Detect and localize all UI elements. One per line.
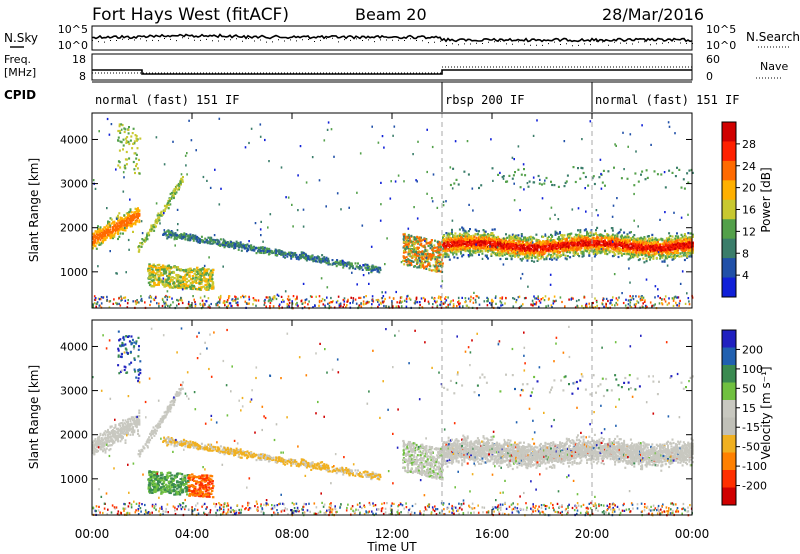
velocity-yticks: 1000 2000 3000 4000 bbox=[60, 340, 692, 486]
x-axis-ticks: 00:00 04:00 08:00 12:00 16:00 20:00 00:00 bbox=[75, 113, 710, 541]
noise-sky-line bbox=[91, 33, 693, 43]
colorbar-segment bbox=[722, 382, 736, 401]
colorbar-tick-label: -50 bbox=[742, 441, 760, 454]
noise-frame bbox=[91, 25, 693, 51]
colorbar-tick-label: 4 bbox=[742, 269, 749, 282]
xtick-label: 04:00 bbox=[175, 527, 210, 541]
cpid-mode-label: rbsp 200 IF bbox=[445, 93, 524, 107]
freq-left-tick-top: 18 bbox=[72, 53, 86, 66]
colorbar-segment bbox=[722, 180, 736, 201]
velocity-data bbox=[92, 320, 694, 517]
ytick-label: 4000 bbox=[60, 133, 88, 146]
cpid-label: CPID bbox=[4, 88, 36, 102]
colorbar-segment bbox=[722, 487, 736, 506]
colorbar-segment bbox=[722, 452, 736, 471]
power-panel: 1000 2000 3000 4000 Slant Range [km] 4 8 12 16… bbox=[27, 112, 773, 310]
colorbar-tick-label: 20 bbox=[742, 182, 756, 195]
freq-left-tick-bottom: 8 bbox=[79, 70, 86, 83]
colorbar-segment bbox=[722, 400, 736, 418]
freq-line bbox=[92, 69, 692, 75]
velocity-colorbar: 200 100 50 15 -15 -50 -100 -200 bbox=[721, 329, 767, 506]
colorbar-tick-label: 24 bbox=[742, 160, 756, 173]
freq-panel: Freq. [MHz] 18 8 60 0 Nave bbox=[4, 53, 788, 83]
colorbar-segment bbox=[722, 330, 736, 348]
freq-right-tick-top: 60 bbox=[706, 53, 720, 66]
xtick-label: 16:00 bbox=[475, 527, 510, 541]
colorbar-tick-label: 100 bbox=[742, 363, 763, 376]
beam-label: Beam 20 bbox=[355, 5, 427, 24]
colorbar-tick-label: 28 bbox=[742, 138, 756, 151]
xtick-label: 00:00 bbox=[675, 527, 710, 541]
colorbar-tick-label: 15 bbox=[742, 402, 756, 415]
colorbar-segment bbox=[722, 238, 736, 259]
freq-right-tick-bottom: 0 bbox=[706, 70, 713, 83]
colorbar-segment bbox=[722, 160, 736, 181]
ytick-label: 2000 bbox=[60, 429, 88, 442]
noise-right-label: N.Search bbox=[746, 30, 800, 44]
power-data bbox=[92, 113, 694, 310]
ytick-label: 4000 bbox=[60, 340, 88, 353]
colorbar-tick-label: -15 bbox=[742, 421, 760, 434]
x-axis-label: Time UT bbox=[366, 540, 417, 554]
noise-left-tick-top: 10^5 bbox=[58, 23, 88, 36]
power-ylabel: Slant Range [km] bbox=[27, 158, 41, 262]
ytick-label: 2000 bbox=[60, 222, 88, 235]
colorbar-segment bbox=[722, 141, 736, 162]
colorbar-tick-label: 12 bbox=[742, 225, 756, 238]
velocity-ylabel: Slant Range [km] bbox=[27, 365, 41, 469]
colorbar-segment bbox=[722, 122, 736, 142]
freq-left-label-2: [MHz] bbox=[4, 66, 36, 79]
ytick-label: 1000 bbox=[60, 473, 88, 486]
power-colorbar: 4 8 12 16 20 24 28 bbox=[721, 121, 756, 298]
noise-right-tick-top: 10^5 bbox=[706, 23, 736, 36]
colorbar-tick-label: -100 bbox=[742, 460, 767, 473]
colorbar-segment bbox=[722, 258, 736, 279]
nave-line bbox=[92, 66, 692, 74]
colorbar-segment bbox=[722, 417, 736, 436]
colorbar-tick-label: 16 bbox=[742, 204, 756, 217]
cpid-mode-label: normal (fast) 151 IF bbox=[595, 93, 740, 107]
noise-left-label: N.Sky bbox=[4, 31, 38, 45]
colorbar-segment bbox=[722, 347, 736, 366]
freq-left-label-1: Freq. bbox=[4, 53, 31, 66]
noise-left-tick-bottom: 10^0 bbox=[58, 39, 88, 52]
colorbar-tick-label: 50 bbox=[742, 382, 756, 395]
colorbar-segment bbox=[722, 435, 736, 453]
xtick-label: 20:00 bbox=[575, 527, 610, 541]
noise-panel: N.Sky 10^5 10^0 10^5 10^0 N.Search bbox=[4, 23, 800, 52]
ytick-label: 3000 bbox=[60, 385, 88, 398]
ytick-label: 3000 bbox=[60, 178, 88, 191]
xtick-label: 12:00 bbox=[375, 527, 410, 541]
noise-search-line bbox=[92, 37, 693, 47]
colorbar-tick-label: -200 bbox=[742, 480, 767, 493]
cpid-modes: normal (fast) 151 IF rbsp 200 IF normal (f… bbox=[95, 82, 740, 112]
power-cbar-label: Power [dB] bbox=[759, 167, 773, 232]
colorbar-segment bbox=[722, 470, 736, 488]
colorbar-tick-label: 8 bbox=[742, 247, 749, 260]
colorbar-frame bbox=[721, 329, 737, 506]
colorbar-segment bbox=[722, 277, 736, 298]
colorbar-segment bbox=[722, 219, 736, 240]
colorbar-segment bbox=[722, 199, 736, 220]
colorbar-tick-label: 200 bbox=[742, 343, 763, 356]
ytick-label: 1000 bbox=[60, 266, 88, 279]
velocity-panel: 1000 2000 3000 4000 Slant Range [km] 200 100… bbox=[27, 319, 773, 517]
date-label: 28/Mar/2016 bbox=[602, 5, 704, 24]
cpid-mode-label: normal (fast) 151 IF bbox=[95, 93, 240, 107]
station-title: Fort Hays West (fitACF) bbox=[92, 5, 289, 25]
noise-right-tick-bottom: 10^0 bbox=[706, 39, 736, 52]
xtick-label: 08:00 bbox=[275, 527, 310, 541]
freq-right-label: Nave bbox=[760, 60, 788, 73]
xtick-label: 00:00 bbox=[75, 527, 110, 541]
cpid-panel: CPID normal (fast) 151 IF rbsp 200 IF norm… bbox=[4, 81, 740, 112]
power-yticks: 1000 2000 3000 4000 bbox=[60, 133, 692, 279]
velocity-cbar-label: Velocity [m s⁻¹] bbox=[759, 366, 773, 459]
colorbar-segment bbox=[722, 365, 736, 383]
